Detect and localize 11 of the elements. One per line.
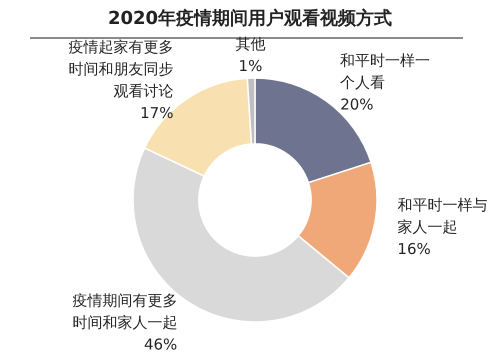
data-label: 1% (238, 57, 262, 76)
data-label: 16% (397, 240, 431, 258)
slice-label: 疫情期间有更多时间和家人一起 (72, 291, 178, 332)
slice-label: 其他 (235, 35, 266, 54)
slice-label: 和平时一样一个人看 (340, 52, 430, 92)
slice-label: 和平时一样与家人一起 (397, 196, 488, 236)
data-label: 17% (140, 104, 174, 122)
chart-title: 2020年疫情期间用户观看视频方式 (108, 8, 392, 29)
data-label: 20% (340, 96, 374, 114)
slice-label: 疫情起家有更多时间和朋友同步观看讨论 (68, 38, 174, 100)
data-label: 46% (144, 335, 178, 354)
